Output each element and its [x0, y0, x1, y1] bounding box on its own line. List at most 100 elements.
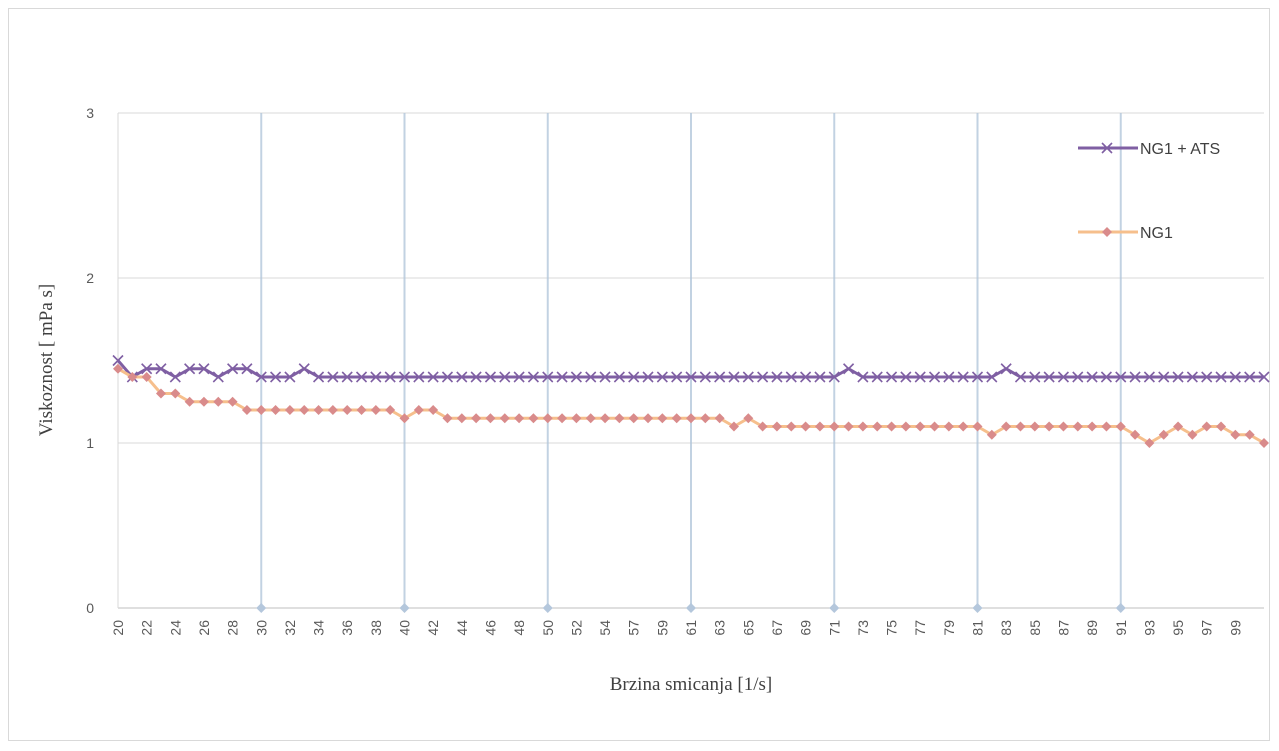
series-point — [929, 421, 940, 432]
series-point — [557, 413, 568, 424]
series-point — [256, 405, 267, 415]
series-point — [556, 371, 568, 383]
series-point — [413, 371, 425, 383]
x-tick-label: 50 — [540, 620, 556, 636]
series-point — [1215, 371, 1227, 383]
series-point — [1029, 371, 1041, 383]
x-tick-label: 89 — [1084, 620, 1100, 636]
series-point — [342, 405, 353, 415]
x-tick-label: 59 — [654, 620, 670, 636]
x-tick-label: 48 — [511, 620, 527, 636]
x-tick-label: 52 — [568, 620, 584, 636]
series-point — [113, 363, 123, 374]
series-point — [499, 413, 510, 424]
series-point — [198, 396, 209, 407]
series-point — [828, 371, 840, 383]
series-point — [1072, 371, 1084, 383]
series-point — [685, 371, 697, 383]
x-tick-label: 83 — [998, 620, 1014, 636]
series-point — [743, 413, 754, 424]
series-point — [284, 371, 296, 383]
series-point — [542, 371, 554, 383]
series-point — [141, 363, 153, 375]
x-tick-label: 69 — [798, 620, 814, 636]
x-tick-label: 79 — [941, 620, 957, 636]
y-axis-ticks: 0 1 2 3 — [86, 105, 94, 616]
drop-line-marker — [829, 603, 840, 613]
x-tick-label: 30 — [253, 620, 269, 636]
series-point — [241, 363, 253, 375]
legend: NG1 + ATS NG1 — [1078, 141, 1220, 242]
series-point — [886, 421, 897, 432]
x-tick-label: 93 — [1141, 620, 1157, 636]
y-tick-label: 3 — [86, 105, 94, 121]
series-point — [786, 421, 797, 432]
series-point — [843, 363, 855, 375]
series-point — [169, 371, 181, 383]
series-point — [843, 421, 854, 432]
x-tick-label: 73 — [855, 620, 871, 636]
series-point — [628, 371, 640, 383]
series-point — [814, 421, 825, 432]
x-tick-label: 99 — [1227, 620, 1243, 636]
x-tick-label: 28 — [225, 620, 241, 636]
series-point — [227, 363, 239, 375]
series-point — [456, 413, 467, 424]
series-point — [127, 372, 138, 382]
x-tick-label: 65 — [740, 620, 756, 636]
series-point — [384, 371, 396, 383]
series-point — [1229, 371, 1241, 383]
x-tick-label: 91 — [1113, 620, 1129, 636]
series-point — [600, 413, 611, 424]
series-point — [398, 371, 411, 383]
series-point — [1158, 429, 1169, 440]
series-point — [900, 421, 911, 432]
series-point — [972, 421, 983, 432]
series-point — [771, 421, 782, 432]
series-point — [1087, 421, 1098, 432]
series-point — [341, 371, 353, 383]
y-tick-label: 1 — [86, 435, 94, 451]
series-point — [871, 371, 883, 383]
x-tick-label: 87 — [1055, 620, 1071, 636]
series-point — [1129, 371, 1141, 383]
y-tick-label: 0 — [86, 600, 94, 616]
series-point — [814, 371, 826, 383]
series-point — [1259, 438, 1269, 448]
series-point — [212, 371, 224, 383]
series-point — [441, 371, 454, 383]
series-point — [298, 363, 310, 375]
series-point — [785, 371, 797, 383]
series-point — [900, 371, 912, 383]
series-point — [370, 405, 381, 415]
x-tick-label: 24 — [167, 620, 183, 636]
series-point — [155, 388, 166, 399]
series-point — [255, 371, 267, 383]
series-point — [1057, 371, 1070, 383]
x-tick-label: 42 — [425, 620, 441, 636]
series-point — [915, 421, 926, 432]
series-point — [313, 405, 324, 415]
series-point — [1158, 371, 1170, 383]
series-point — [1172, 371, 1184, 383]
series-point — [370, 371, 382, 383]
series-point — [958, 421, 969, 432]
y-tick-label: 2 — [86, 270, 94, 286]
series-point — [728, 421, 739, 432]
drop-line-marker — [399, 603, 410, 613]
series-point — [528, 413, 539, 424]
series-point — [227, 396, 238, 407]
drop-line-marker — [542, 603, 553, 613]
series-point — [1043, 371, 1055, 383]
series-point — [957, 371, 969, 383]
series-point — [442, 413, 453, 424]
series-point — [1101, 421, 1112, 432]
series-point — [1244, 371, 1256, 383]
series-point — [986, 429, 997, 440]
series-point — [642, 371, 654, 383]
series-point — [757, 421, 768, 432]
series-point — [614, 413, 625, 424]
series-point — [643, 413, 654, 424]
series-point — [585, 413, 596, 424]
